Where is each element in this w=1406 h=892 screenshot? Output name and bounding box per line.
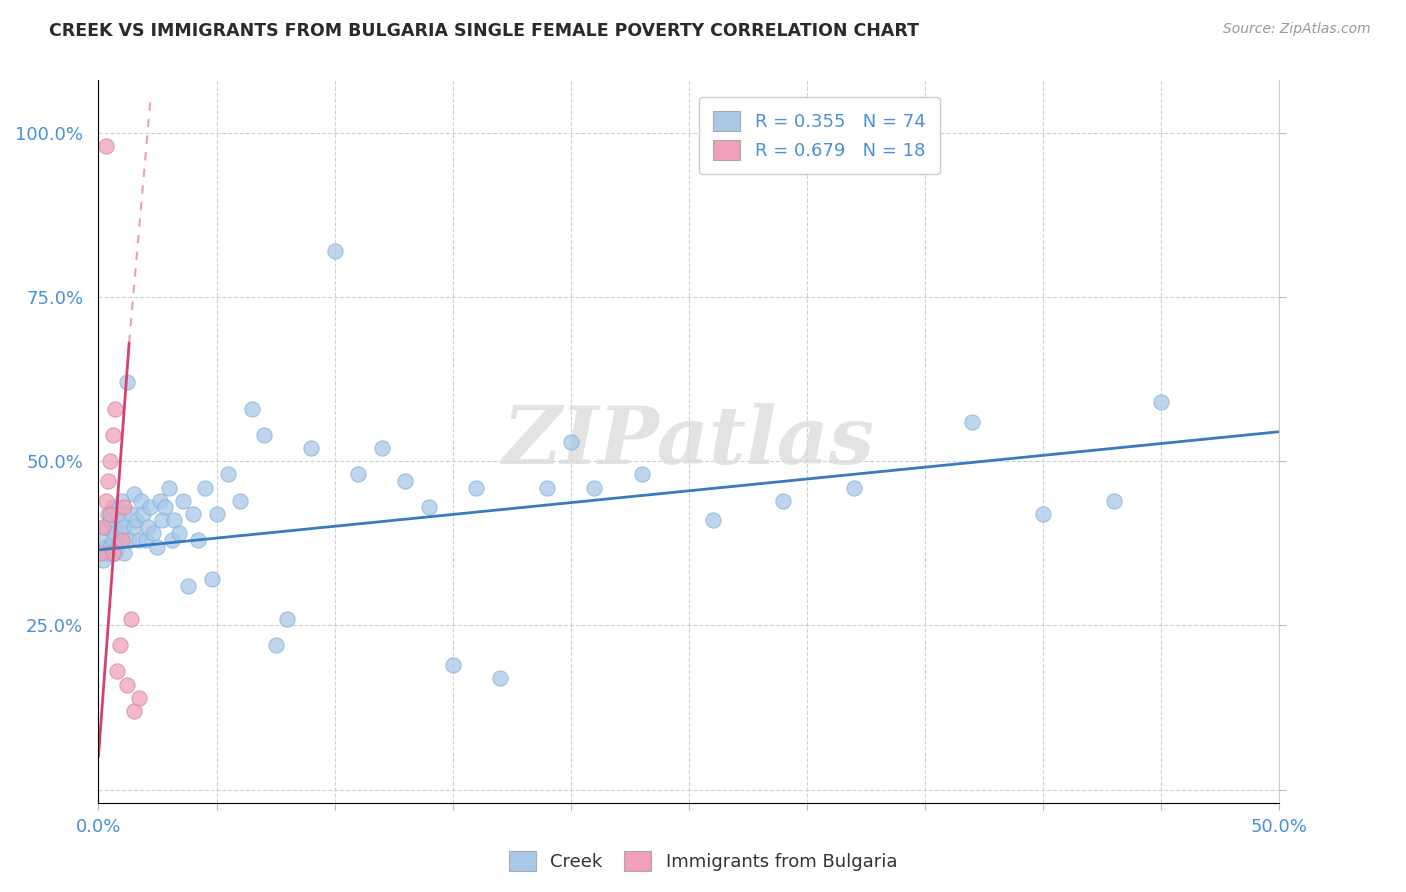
Point <box>962 415 984 429</box>
Point <box>112 500 135 515</box>
Point <box>94 540 117 554</box>
Point <box>177 579 200 593</box>
Point <box>98 513 121 527</box>
Point <box>111 493 134 508</box>
Point <box>115 376 138 390</box>
Point <box>97 474 120 488</box>
Point <box>108 638 131 652</box>
Point <box>418 500 440 515</box>
Point <box>98 454 121 468</box>
Point <box>702 513 724 527</box>
Point <box>101 546 124 560</box>
Point <box>142 526 165 541</box>
Point <box>1150 395 1173 409</box>
Point <box>136 520 159 534</box>
Point <box>276 612 298 626</box>
Point <box>125 513 148 527</box>
Point <box>121 507 143 521</box>
Point <box>104 526 127 541</box>
Point <box>118 533 141 547</box>
Point <box>264 638 287 652</box>
Point <box>441 657 464 672</box>
Point <box>97 546 120 560</box>
Point <box>187 533 209 547</box>
Point <box>129 493 152 508</box>
Point <box>323 244 346 258</box>
Point <box>101 500 124 515</box>
Point <box>108 513 131 527</box>
Point <box>90 533 112 547</box>
Point <box>112 520 135 534</box>
Text: Source: ZipAtlas.com: Source: ZipAtlas.com <box>1223 22 1371 37</box>
Point <box>772 493 794 508</box>
Point <box>465 481 488 495</box>
Point <box>146 540 169 554</box>
Point <box>205 507 228 521</box>
Point <box>101 533 124 547</box>
Point <box>139 500 162 515</box>
Point <box>112 546 135 560</box>
Point <box>105 540 128 554</box>
Point <box>111 533 134 547</box>
Point <box>122 487 145 501</box>
Point <box>583 481 606 495</box>
Point <box>128 690 150 705</box>
Point <box>90 546 112 560</box>
Point <box>844 481 866 495</box>
Legend: R = 0.355   N = 74, R = 0.679   N = 18: R = 0.355 N = 74, R = 0.679 N = 18 <box>699 96 939 174</box>
Point <box>91 520 114 534</box>
Point <box>347 467 370 482</box>
Point <box>1032 507 1054 521</box>
Point <box>489 671 512 685</box>
Point <box>560 434 582 449</box>
Point <box>181 507 204 521</box>
Point <box>299 441 322 455</box>
Point <box>94 520 117 534</box>
Legend: Creek, Immigrants from Bulgaria: Creek, Immigrants from Bulgaria <box>502 844 904 879</box>
Point <box>91 553 114 567</box>
Point <box>630 467 652 482</box>
Point <box>153 500 176 515</box>
Point <box>121 612 143 626</box>
Point <box>371 441 394 455</box>
Point <box>104 401 127 416</box>
Text: ZIPatlas: ZIPatlas <box>503 403 875 480</box>
Point <box>135 533 157 547</box>
Point <box>104 546 127 560</box>
Point <box>101 428 124 442</box>
Point <box>128 533 150 547</box>
Point <box>167 526 190 541</box>
Point <box>122 520 145 534</box>
Point <box>217 467 239 482</box>
Point <box>108 533 131 547</box>
Point <box>97 507 120 521</box>
Point <box>122 704 145 718</box>
Point <box>157 481 180 495</box>
Point <box>149 493 172 508</box>
Point <box>105 507 128 521</box>
Point <box>194 481 217 495</box>
Point <box>229 493 252 508</box>
Point <box>115 677 138 691</box>
Point <box>163 513 186 527</box>
Point <box>94 493 117 508</box>
Text: CREEK VS IMMIGRANTS FROM BULGARIA SINGLE FEMALE POVERTY CORRELATION CHART: CREEK VS IMMIGRANTS FROM BULGARIA SINGLE… <box>49 22 920 40</box>
Point <box>98 540 121 554</box>
Point <box>253 428 276 442</box>
Point <box>132 507 155 521</box>
Point <box>394 474 416 488</box>
Point <box>201 573 224 587</box>
Point <box>98 507 121 521</box>
Point <box>150 513 173 527</box>
Point <box>105 665 128 679</box>
Point <box>1102 493 1125 508</box>
Point <box>111 526 134 541</box>
Point <box>172 493 194 508</box>
Point <box>94 139 117 153</box>
Point <box>160 533 183 547</box>
Point <box>536 481 558 495</box>
Point <box>240 401 263 416</box>
